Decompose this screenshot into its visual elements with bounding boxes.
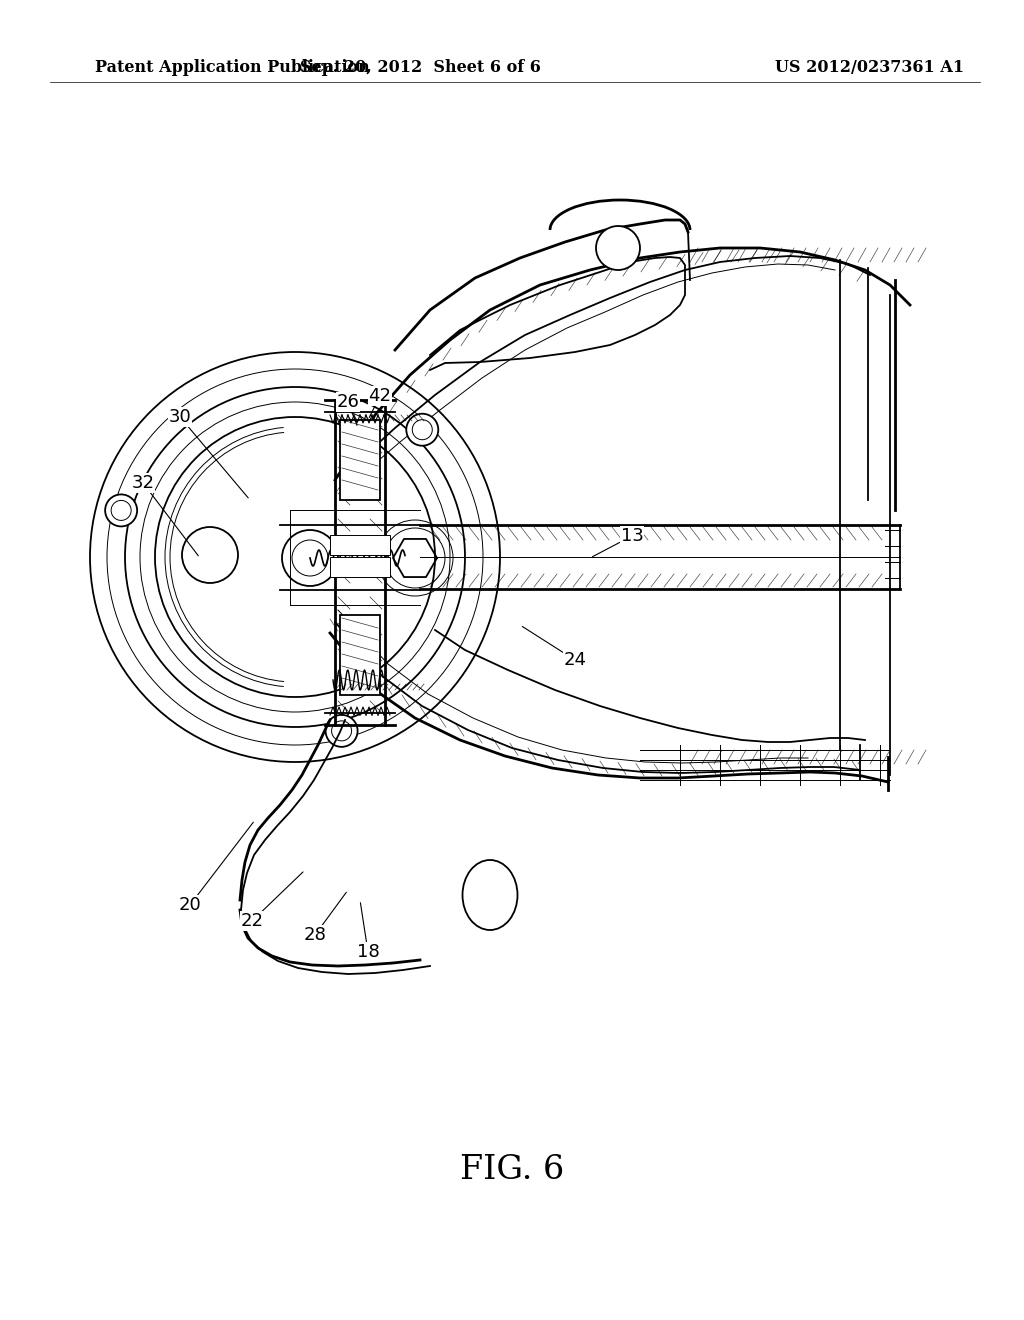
Text: Sep. 20, 2012  Sheet 6 of 6: Sep. 20, 2012 Sheet 6 of 6 (300, 59, 541, 77)
Bar (340, 420, 380, 500)
Text: 32: 32 (131, 474, 155, 492)
Text: 28: 28 (303, 927, 327, 944)
Circle shape (105, 495, 137, 527)
Text: 26: 26 (337, 393, 359, 411)
Text: Patent Application Publication: Patent Application Publication (95, 59, 370, 77)
Text: 13: 13 (621, 527, 643, 545)
Circle shape (413, 420, 432, 440)
Text: 20: 20 (178, 896, 202, 913)
Circle shape (596, 226, 640, 271)
Ellipse shape (463, 861, 517, 931)
Text: 30: 30 (169, 408, 191, 426)
Circle shape (282, 531, 338, 586)
Bar (340, 615, 380, 696)
Text: 22: 22 (241, 912, 263, 931)
Circle shape (182, 527, 238, 583)
Text: US 2012/0237361 A1: US 2012/0237361 A1 (775, 59, 965, 77)
Text: 42: 42 (369, 387, 391, 405)
Circle shape (407, 413, 438, 446)
Text: 18: 18 (356, 942, 379, 961)
Text: FIG. 6: FIG. 6 (460, 1154, 564, 1185)
Text: 24: 24 (563, 651, 587, 669)
Circle shape (332, 721, 351, 741)
Bar (330, 557, 390, 577)
Circle shape (292, 540, 328, 576)
Circle shape (326, 715, 357, 747)
Bar (330, 535, 390, 554)
Circle shape (112, 500, 131, 520)
